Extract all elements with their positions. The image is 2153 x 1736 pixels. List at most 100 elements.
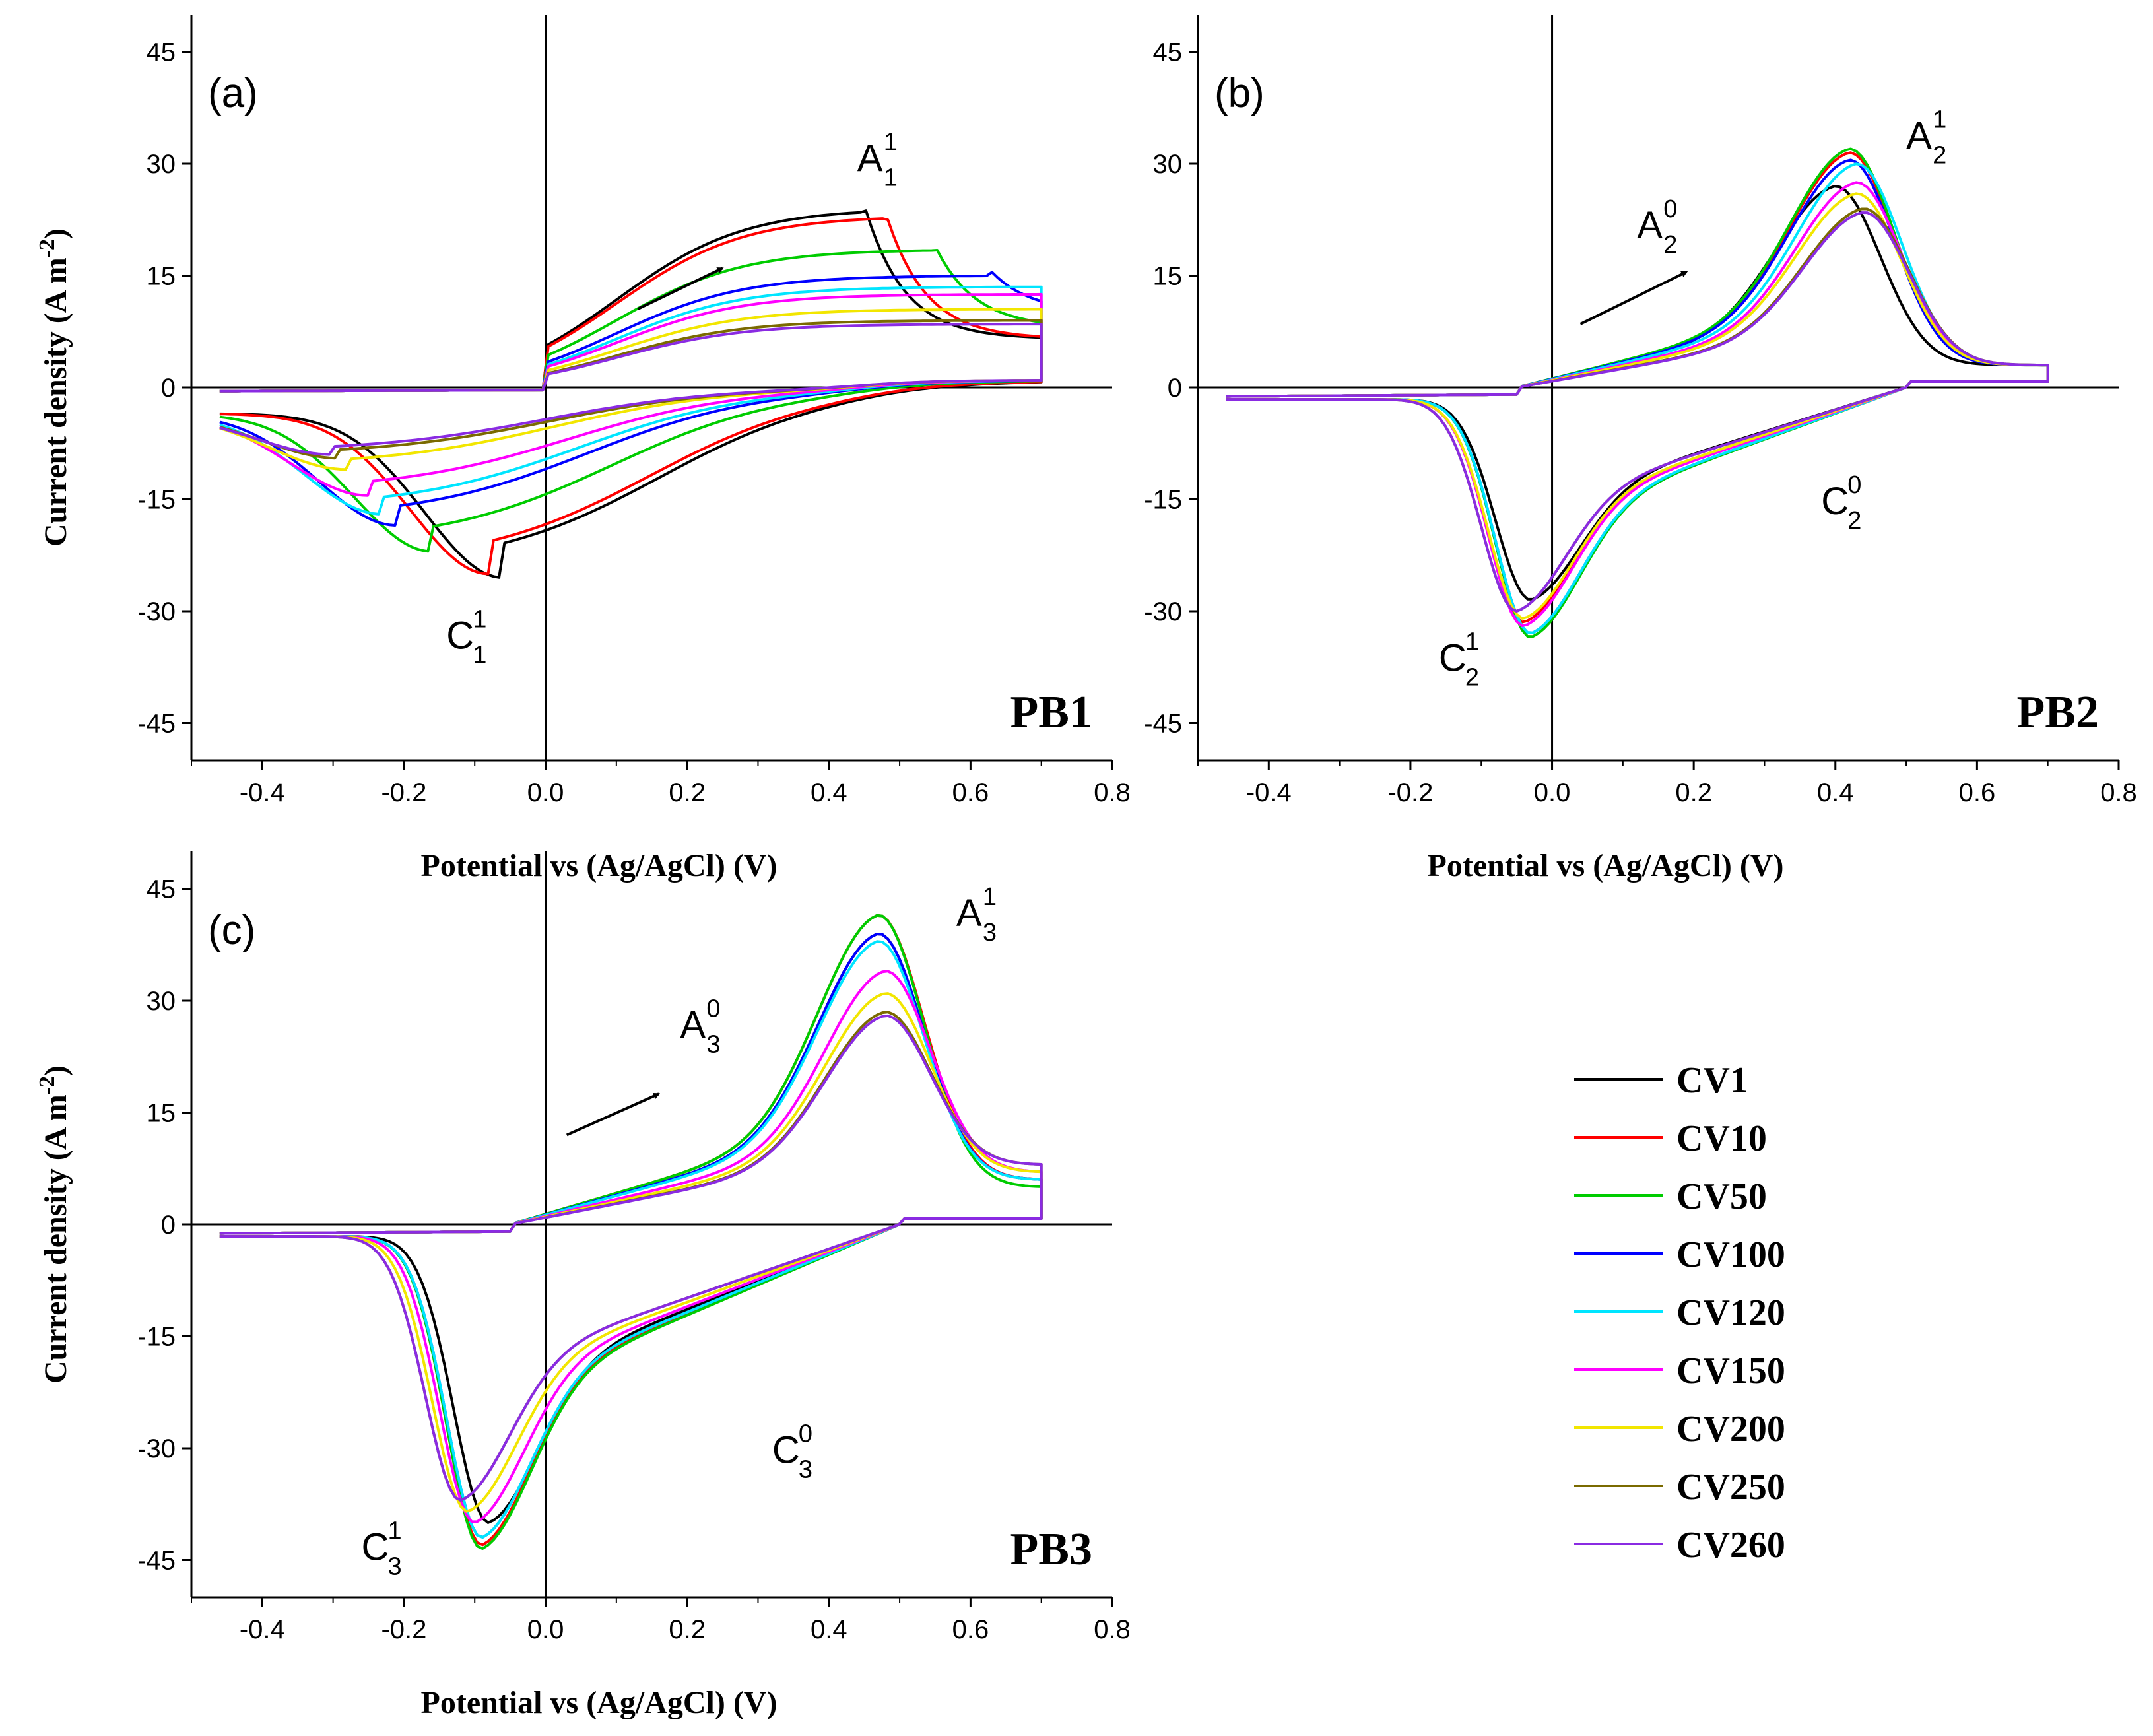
peak-label: C (772, 1429, 800, 1472)
y-tick-label: -15 (137, 1323, 176, 1352)
series-cv1 (219, 933, 1043, 1524)
y-axis-title-close: ) (38, 228, 73, 239)
panel-b: -0.4 -0.2 0.0 0.2 0.4 0.6 0.8 -45 -30 -15 0 15 30 45 P… (1144, 15, 2137, 883)
x-tick-label: 0.4 (811, 778, 847, 807)
x-tick-label: -0.4 (1246, 778, 1292, 807)
y-axis-title-main: Current density (A m (38, 1094, 73, 1384)
scan-direction-arrow (637, 267, 724, 311)
legend-item: CV120 (1574, 1292, 1785, 1333)
x-axis-title: Potential vs (Ag/AgCl) (V) (421, 848, 778, 883)
x-tick-label: 0.8 (2100, 778, 2137, 807)
legend-label: CV150 (1676, 1351, 1785, 1391)
legend-item: CV200 (1574, 1409, 1785, 1450)
panel-letter: (a) (208, 71, 258, 116)
peak-label: A (1906, 114, 1932, 157)
series-cv1 (219, 209, 1043, 579)
x-tick-label: 0.2 (669, 1615, 706, 1644)
legend-label: CV200 (1676, 1409, 1785, 1450)
x-tick-label: 0.0 (527, 1615, 564, 1644)
x-axis-title: Potential vs (Ag/AgCl) (V) (1428, 848, 1784, 883)
y-tick-label: 15 (147, 1099, 176, 1128)
legend-label: CV10 (1676, 1118, 1767, 1159)
y-tick-label: 30 (147, 987, 176, 1016)
peak-label: A (680, 1004, 706, 1047)
series-cv1 (1226, 185, 2049, 601)
legend-item: CV150 (1574, 1351, 1785, 1391)
y-tick-label: 45 (147, 875, 176, 904)
series-cv150 (1226, 181, 2049, 628)
legend-label: CV260 (1676, 1525, 1785, 1566)
y-tick-label: -45 (1144, 710, 1182, 739)
x-tick-label: 0.0 (527, 778, 564, 807)
x-tick-label: 0.6 (1959, 778, 1996, 807)
series-cv260 (219, 1014, 1043, 1502)
y-tick-label: 15 (147, 262, 176, 291)
y-tick-label: -30 (137, 597, 176, 626)
peak-label: A (1637, 204, 1663, 247)
series-cv250 (1226, 207, 2049, 613)
legend-label: CV120 (1676, 1292, 1785, 1333)
peak-label-sub: 3 (388, 1553, 402, 1581)
peak-label: C (1821, 480, 1849, 523)
panel-a: -0.4 -0.2 0.0 0.2 0.4 0.6 0.8 -45 -30 -15 0 15 30 45 P… (35, 15, 1131, 883)
peak-label: A (956, 892, 982, 935)
y-axis-title-close: ) (38, 1065, 73, 1076)
panel-name: PB1 (1010, 687, 1092, 738)
y-axis-title-sup: -2 (35, 1076, 59, 1094)
peak-label-sub: 3 (706, 1031, 720, 1059)
series-cv200 (219, 992, 1043, 1513)
y-tick-label: 0 (161, 374, 176, 403)
peak-label-sup: 0 (799, 1420, 812, 1448)
y-axis-title: Current density (A m-2) (35, 1065, 73, 1384)
x-tick-label: 0.8 (1094, 778, 1131, 807)
y-tick-label: 45 (1153, 38, 1183, 67)
y-tick-label: 30 (147, 150, 176, 179)
x-tick-label: -0.4 (240, 778, 285, 807)
series-cv200 (1226, 192, 2049, 620)
y-tick-label: 0 (161, 1211, 176, 1240)
x-tick-label: 0.6 (952, 1615, 989, 1644)
panel-letter: (b) (1214, 71, 1265, 116)
y-tick-label: -45 (137, 710, 176, 739)
peak-label: C (446, 615, 474, 657)
y-axis-title-main: Current density (A m (38, 257, 73, 547)
peak-label-sup: 0 (1663, 195, 1677, 223)
legend-item: CV100 (1574, 1234, 1785, 1275)
peak-label-sub: 2 (1465, 663, 1479, 691)
panel-letter: (c) (208, 908, 255, 953)
legend-item: CV1 (1574, 1060, 1748, 1101)
series-cv120 (219, 940, 1043, 1539)
panel-c: -0.4 -0.2 0.0 0.2 0.4 0.6 0.8-45-30-150153045P… (35, 851, 1131, 1720)
peak-label-sup: 1 (983, 883, 997, 911)
peak-label: C (362, 1526, 389, 1569)
x-tick-label: 0.2 (1675, 778, 1712, 807)
peak-label-sub: 2 (1847, 507, 1861, 535)
x-tick-label: -0.4 (240, 1615, 285, 1644)
series-cv260 (219, 323, 1043, 456)
x-tick-label: -0.2 (381, 1615, 426, 1644)
scan-direction-arrow (1579, 271, 1688, 325)
legend-item: CV10 (1574, 1118, 1767, 1159)
legend-item: CV50 (1574, 1176, 1767, 1217)
y-axis-title: Current density (A m-2) (35, 228, 73, 547)
legend-item: CV250 (1574, 1467, 1785, 1508)
x-tick-label: 0.2 (669, 778, 706, 807)
x-tick-label: 0.0 (1534, 778, 1571, 807)
legend-label: CV50 (1676, 1176, 1767, 1217)
series-cv250 (219, 1011, 1043, 1502)
legend-label: CV100 (1676, 1234, 1785, 1275)
y-tick-label: 45 (147, 38, 176, 67)
y-tick-label: -15 (137, 486, 176, 515)
panel-name: PB3 (1010, 1524, 1092, 1575)
peak-label-sup: 1 (1933, 106, 1946, 133)
series-cv10 (219, 217, 1043, 576)
series-cv260 (1226, 211, 2049, 613)
y-tick-label: -30 (1144, 597, 1182, 626)
peak-label: C (1439, 636, 1467, 679)
peak-label-sub: 1 (473, 642, 486, 669)
x-tick-label: 0.6 (952, 778, 989, 807)
legend-label: CV250 (1676, 1467, 1785, 1508)
x-tick-label: 0.4 (811, 1615, 847, 1644)
peak-label-sub: 1 (884, 164, 898, 191)
